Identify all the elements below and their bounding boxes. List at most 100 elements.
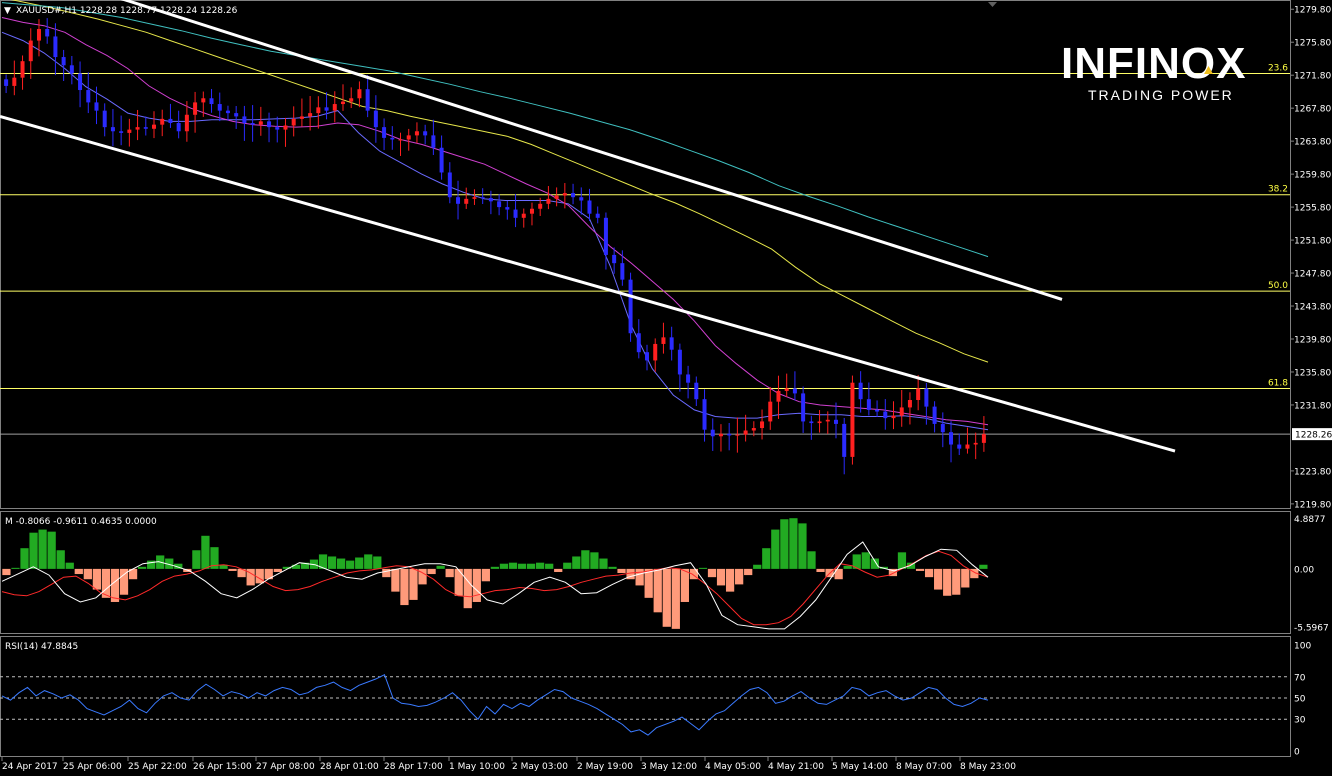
candle-body (332, 104, 337, 111)
candle-body (291, 118, 296, 126)
macd-bar (536, 562, 545, 569)
candle-body (645, 352, 650, 361)
candle-body (529, 208, 534, 214)
macd-bar (744, 568, 753, 576)
candle-body (571, 193, 576, 198)
macd-bar (65, 562, 74, 569)
price-axis: 1279.80 1275.80 1271.80 1267.80 1263.80 1259.… (1290, 6, 1332, 510)
logo-tagline: TRADING POWER (1088, 87, 1234, 103)
macd-bar (517, 563, 527, 569)
price-tick-label: 1251.80 (1294, 237, 1331, 247)
macd-bar (834, 568, 843, 580)
candle-body (636, 333, 641, 353)
rsi-panel-frame (0, 636, 1291, 757)
candle-body (398, 139, 403, 141)
time-tick-label: 2 May 19:00 (577, 762, 633, 772)
candle-body (825, 419, 830, 422)
candle-body (119, 131, 124, 133)
candle-body (217, 104, 222, 111)
macd-bar (680, 568, 689, 602)
macd-bar (454, 568, 463, 596)
candle-body (801, 393, 806, 422)
macd-tick-label: 4.8877 (1294, 515, 1326, 525)
macd-bar (2, 568, 11, 576)
candle-body (661, 337, 666, 344)
candle-body (792, 388, 797, 394)
price-tick-label: 1247.80 (1294, 270, 1331, 280)
candle-body (842, 423, 847, 457)
macd-tick-label: -5.5967 (1294, 623, 1329, 633)
candle-body (628, 279, 633, 334)
macd-bar (599, 558, 608, 569)
macd-bar (735, 568, 744, 585)
candle-body (225, 110, 230, 114)
macd-bar (74, 568, 83, 575)
fib-label-50.0: 50.0 (1268, 281, 1288, 291)
rsi-tick-label: 100 (1294, 642, 1311, 652)
macd-signal-line (1, 550, 989, 626)
macd-bar (20, 548, 29, 569)
logo-brand: INFINOX (1061, 39, 1246, 88)
price-tick-label: 1267.80 (1294, 105, 1331, 115)
candle-body (677, 349, 682, 375)
candle-body (891, 415, 896, 419)
price-tick-label: 1239.80 (1294, 336, 1331, 346)
time-axis: 24 Apr 2017 25 Apr 06:00 25 Apr 22:00 26 Ap… (1, 757, 1016, 772)
trendline-upper-channel[interactable] (108, 0, 1063, 301)
macd-bar (174, 563, 183, 569)
candle-body (505, 207, 510, 210)
candle-body (907, 400, 912, 408)
dropdown-icon[interactable]: ▼ (4, 6, 11, 16)
candle-body (562, 193, 567, 196)
price-tick-label: 1243.80 (1294, 303, 1331, 313)
candle-body (373, 110, 378, 128)
candle-body (472, 197, 477, 199)
fib-label-23.6: 23.6 (1268, 64, 1288, 74)
macd-main-line (1, 541, 989, 630)
trendline-lower-channel[interactable] (0, 114, 1176, 453)
infinox-logo: INFINOX TRADING POWER (1061, 39, 1246, 103)
candle-body (949, 432, 954, 445)
macd-bar (327, 556, 337, 569)
candle-body (299, 116, 304, 119)
macd-bar (11, 567, 20, 569)
macd-bar (83, 568, 92, 580)
macd-bar (300, 562, 310, 569)
macd-bar (29, 532, 38, 569)
candle-body (784, 388, 789, 391)
macd-bar (789, 518, 798, 569)
candle-body (554, 195, 559, 199)
macd-bar (282, 566, 291, 569)
candle-body (94, 102, 99, 111)
candle-body (760, 421, 765, 429)
price-tick-label: 1255.80 (1294, 204, 1331, 214)
candle-body (776, 390, 781, 402)
candle-body (464, 198, 469, 204)
candle-body (480, 197, 485, 199)
fibonacci-levels: 23.6 38.2 50.0 61.8 (0, 64, 1290, 435)
macd-bar (662, 568, 671, 627)
price-tick-label: 1279.80 (1294, 6, 1331, 16)
candle-body (940, 423, 945, 433)
candle-body (69, 65, 74, 74)
price-tick-label: 1263.80 (1294, 138, 1331, 148)
candle-body (135, 127, 140, 130)
macd-bar (481, 568, 490, 582)
candle-body (981, 434, 986, 443)
candle-body (193, 102, 198, 115)
macd-bar (689, 568, 699, 580)
candle-body (957, 444, 962, 449)
candle-body (858, 382, 863, 400)
scroll-marker-icon[interactable] (988, 2, 997, 7)
price-tick-label: 1219.80 (1294, 500, 1331, 510)
candles (4, 18, 986, 475)
time-tick-label: 5 May 14:00 (832, 762, 888, 772)
time-tick-label: 8 May 23:00 (960, 762, 1016, 772)
candle-body (390, 137, 395, 140)
panel-borders (0, 0, 1291, 757)
candle-body (28, 40, 33, 62)
macd-bar (943, 568, 952, 596)
main-panel-frame (0, 0, 1291, 509)
macd-bar (653, 568, 662, 613)
